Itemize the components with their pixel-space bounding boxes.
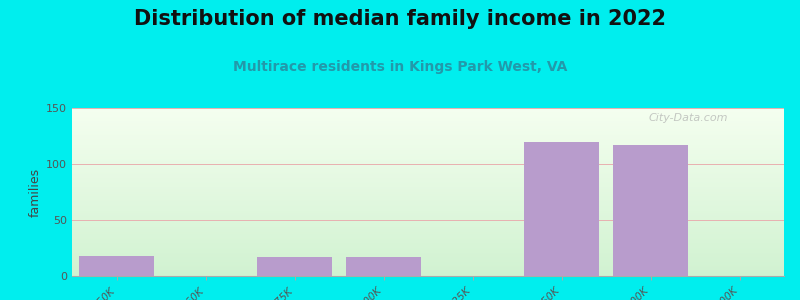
Bar bbox=[78, 256, 154, 276]
Text: City-Data.com: City-Data.com bbox=[649, 113, 728, 123]
Y-axis label: families: families bbox=[29, 167, 42, 217]
Bar bbox=[257, 257, 332, 276]
Text: Multirace residents in Kings Park West, VA: Multirace residents in Kings Park West, … bbox=[233, 60, 567, 74]
Bar bbox=[613, 145, 688, 276]
Text: Distribution of median family income in 2022: Distribution of median family income in … bbox=[134, 9, 666, 29]
Bar bbox=[524, 142, 599, 276]
Bar bbox=[346, 257, 422, 276]
